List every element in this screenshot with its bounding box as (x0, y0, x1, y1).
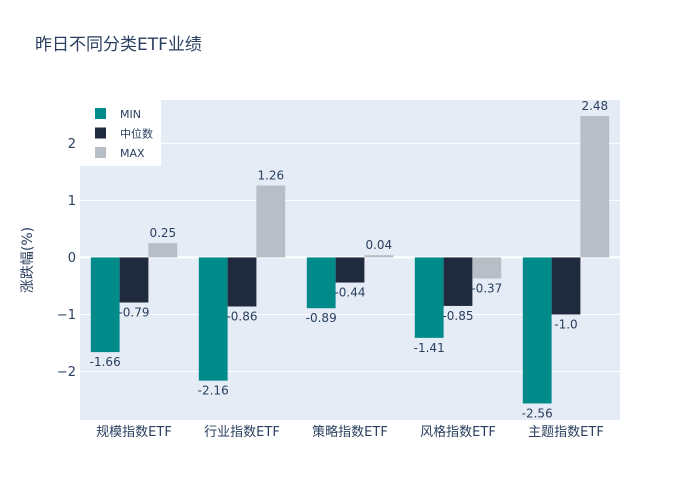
bars (90, 115, 610, 404)
data-labels: -1.66 -0.79 0.25 -2.16 -0.86 1.26 -0.89 -0.44 0.… (90, 99, 608, 420)
x-tick-label: 行业指数ETF (204, 425, 280, 440)
bar (443, 257, 473, 306)
legend-label: MAX (120, 147, 145, 160)
bar (364, 255, 394, 258)
x-tick-label: 主题指数ETF (528, 425, 604, 440)
data-label: -0.79 (118, 305, 149, 319)
bar (227, 257, 257, 307)
bar (306, 257, 336, 309)
legend-swatch (95, 108, 106, 119)
data-label: -1.41 (414, 341, 445, 355)
y-tick-label: −1 (57, 308, 76, 323)
data-label: 0.04 (365, 238, 392, 252)
data-label: -2.56 (522, 406, 553, 420)
y-tick-label: 2 (68, 137, 76, 152)
y-axis-title: 涨跌幅(%) (20, 227, 36, 293)
bar (198, 257, 228, 381)
data-label: -0.89 (306, 311, 337, 325)
bar (119, 257, 149, 303)
data-label: -0.85 (442, 309, 473, 323)
bar (148, 243, 178, 258)
legend-swatch (95, 147, 106, 158)
y-axis: −2 −1 0 1 2 (57, 137, 76, 380)
legend-label: MIN (120, 108, 141, 121)
bar (551, 257, 581, 315)
bar (472, 257, 502, 279)
legend-item[interactable]: 中位数 (95, 127, 153, 141)
bar (90, 257, 120, 353)
bar (522, 257, 552, 404)
bar (414, 257, 444, 338)
legend[interactable]: MIN 中位数 MAX (80, 100, 161, 166)
data-label: -1.0 (554, 317, 577, 331)
legend-item[interactable]: MIN (95, 108, 141, 121)
data-label: -0.86 (226, 309, 257, 323)
x-tick-label: 策略指数ETF (312, 424, 388, 440)
x-tick-label: 规模指数ETF (96, 425, 172, 440)
data-label: -2.16 (198, 384, 229, 398)
bar (580, 115, 610, 258)
data-label: 2.48 (581, 99, 608, 113)
legend-label: 中位数 (120, 127, 153, 141)
y-tick-label: 1 (68, 194, 76, 209)
data-label: 0.25 (149, 226, 176, 240)
bar (256, 185, 286, 258)
legend-swatch (95, 127, 106, 139)
y-tick-label: 0 (68, 251, 76, 266)
data-label: 1.26 (257, 169, 284, 183)
x-tick-label: 风格指数ETF (420, 424, 496, 440)
legend-box (80, 100, 161, 166)
data-label: -0.44 (334, 286, 365, 300)
chart-title: 昨日不同分类ETF业绩 (35, 35, 202, 55)
x-axis: 规模指数ETF 行业指数ETF 策略指数ETF 风格指数ETF 主题指数ETF (96, 424, 604, 440)
bar (335, 257, 365, 283)
y-tick-label: −2 (57, 365, 76, 380)
legend-item[interactable]: MAX (95, 147, 145, 160)
data-label: -1.66 (90, 355, 121, 369)
data-label: -0.37 (471, 282, 502, 296)
